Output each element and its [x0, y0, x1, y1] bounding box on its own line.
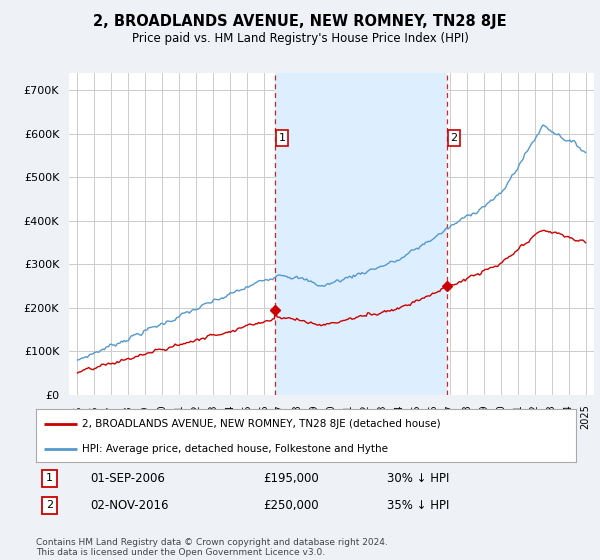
Text: 30% ↓ HPI: 30% ↓ HPI: [387, 472, 449, 485]
Text: 1: 1: [278, 133, 286, 143]
Text: £250,000: £250,000: [263, 498, 319, 512]
Text: 02-NOV-2016: 02-NOV-2016: [90, 498, 169, 512]
Text: 01-SEP-2006: 01-SEP-2006: [90, 472, 165, 485]
Text: Contains HM Land Registry data © Crown copyright and database right 2024.
This d: Contains HM Land Registry data © Crown c…: [36, 538, 388, 557]
Bar: [275, 73, 447, 395]
Text: 2: 2: [46, 500, 53, 510]
Text: 2, BROADLANDS AVENUE, NEW ROMNEY, TN28 8JE (detached house): 2, BROADLANDS AVENUE, NEW ROMNEY, TN28 8…: [82, 419, 440, 429]
Text: 1: 1: [46, 473, 53, 483]
Text: 2, BROADLANDS AVENUE, NEW ROMNEY, TN28 8JE: 2, BROADLANDS AVENUE, NEW ROMNEY, TN28 8…: [93, 14, 507, 29]
Text: 2: 2: [451, 133, 458, 143]
Text: £195,000: £195,000: [263, 472, 319, 485]
Text: HPI: Average price, detached house, Folkestone and Hythe: HPI: Average price, detached house, Folk…: [82, 444, 388, 454]
Text: Price paid vs. HM Land Registry's House Price Index (HPI): Price paid vs. HM Land Registry's House …: [131, 32, 469, 45]
Text: 35% ↓ HPI: 35% ↓ HPI: [387, 498, 449, 512]
